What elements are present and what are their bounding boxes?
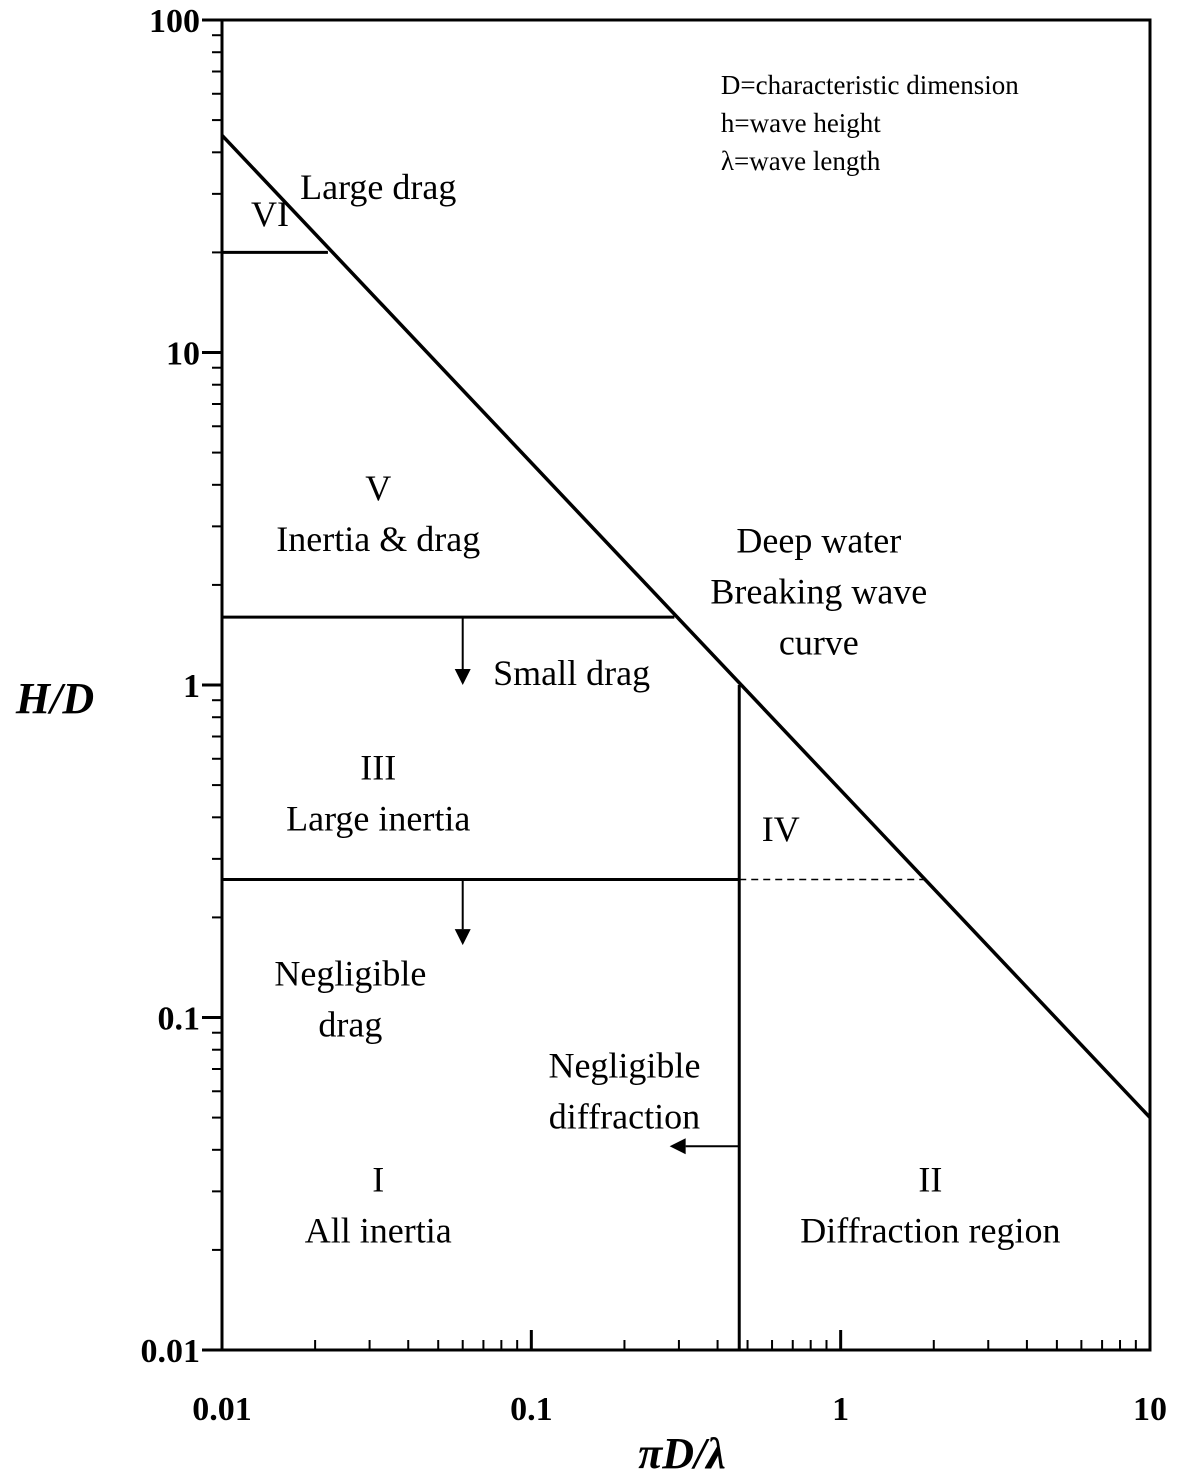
legend-entry: h=wave height bbox=[721, 108, 881, 138]
legend-entry: λ=wave length bbox=[721, 146, 881, 176]
region-labels: Large drag VI V Inertia & drag Deep water Bre… bbox=[251, 167, 1060, 1251]
axis-ticks: 0.01 0.1 1 10 0.01 0.1 1 10 100 bbox=[141, 3, 1168, 1428]
x-tick-label: 10 bbox=[1133, 1391, 1167, 1428]
label-deep-water: Deep water Breaking wave curve bbox=[710, 521, 927, 663]
arrows bbox=[454, 617, 740, 1155]
arrow-negligible-drag bbox=[454, 879, 471, 946]
x-tick-label: 0.01 bbox=[192, 1391, 252, 1428]
label-iv: IV bbox=[762, 809, 800, 849]
x-axis-title: πD/λ bbox=[638, 1429, 726, 1475]
arrow-small-drag bbox=[454, 617, 471, 685]
label-small-drag: Small drag bbox=[493, 653, 650, 693]
plot-frame bbox=[220, 18, 1152, 1352]
y-tick-label: 0.01 bbox=[141, 1333, 201, 1370]
y-tick-label: 100 bbox=[149, 3, 200, 40]
x-tick-label: 0.1 bbox=[510, 1391, 553, 1428]
label-large-drag: Large drag bbox=[300, 167, 456, 207]
y-tick-label: 10 bbox=[166, 336, 200, 373]
y-axis-title: H/D bbox=[15, 674, 94, 723]
region-boundaries bbox=[220, 134, 1152, 1350]
label-v: V Inertia & drag bbox=[276, 468, 480, 559]
x-tick-label: 1 bbox=[832, 1391, 849, 1428]
label-i: I All inertia bbox=[305, 1159, 452, 1250]
y-tick-label: 0.1 bbox=[158, 1001, 201, 1038]
arrow-negligible-diffraction bbox=[669, 1138, 740, 1155]
y-tick-label: 1 bbox=[183, 668, 200, 705]
label-ii: II Diffraction region bbox=[800, 1159, 1060, 1250]
label-negligible-diffraction: Negligible diffraction bbox=[548, 1046, 700, 1137]
legend-entry: D=characteristic dimension bbox=[721, 70, 1019, 100]
breaking-wave-curve bbox=[220, 134, 1152, 1119]
legend: D=characteristic dimension h=wave height λ… bbox=[721, 70, 1019, 176]
label-vi: VI bbox=[251, 194, 289, 234]
label-negligible-drag: Negligible drag bbox=[274, 953, 426, 1044]
label-iii: III Large inertia bbox=[286, 747, 470, 838]
